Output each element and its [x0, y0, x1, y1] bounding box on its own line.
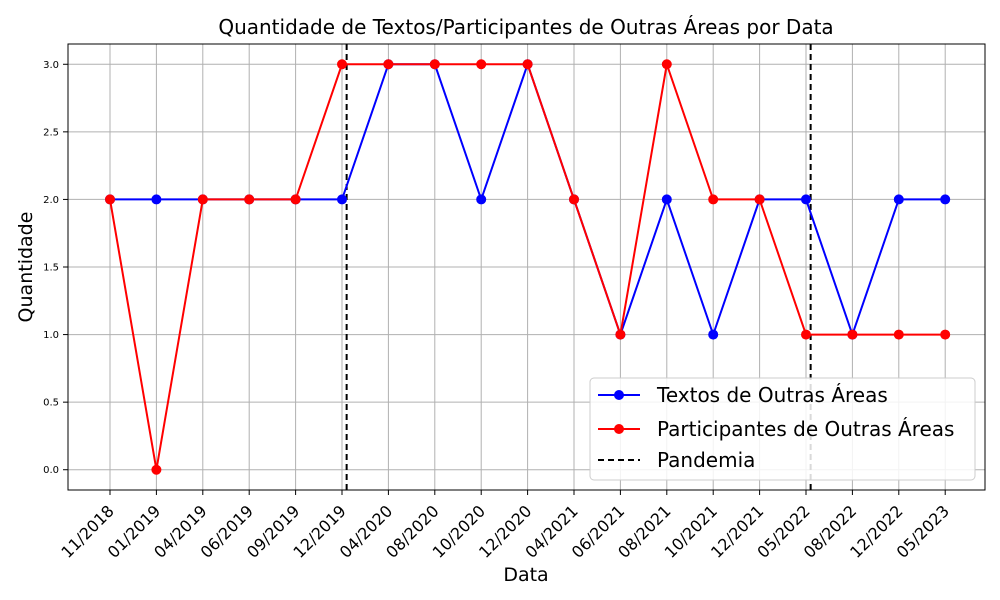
legend-marker-participantes [614, 424, 624, 434]
y-tick-label: 1.5 [43, 263, 59, 274]
data-point [197, 194, 208, 205]
legend-label-pandemia: Pandemia [657, 448, 755, 472]
y-tick-label: 2.5 [43, 127, 59, 138]
series-1 [105, 59, 951, 475]
data-point [801, 194, 811, 205]
y-tick-label: 1.0 [43, 330, 59, 341]
data-point [940, 329, 951, 340]
x-axis-label: Data [503, 564, 548, 586]
data-point [940, 194, 951, 205]
data-point [615, 329, 626, 340]
data-point [244, 194, 255, 205]
y-tick-label: 0.0 [43, 465, 59, 476]
legend-label-textos: Textos de Outras Áreas [656, 383, 888, 407]
data-point [847, 329, 858, 340]
y-ticks: 0.0 0.5 1.0 1.5 2.0 2.5 3.0 [43, 60, 68, 476]
data-point [569, 194, 579, 205]
y-tick-label: 2.0 [43, 195, 59, 206]
legend-label-participantes: Participantes de Outras Áreas [657, 417, 954, 441]
data-point [383, 59, 394, 70]
data-point [429, 59, 440, 70]
data-point [337, 194, 347, 205]
series-layer [105, 59, 951, 475]
data-point [522, 59, 533, 70]
data-point [754, 194, 765, 205]
data-point [151, 194, 162, 205]
data-point [893, 194, 904, 205]
data-point [476, 194, 487, 205]
y-tick-label: 3.0 [43, 60, 59, 71]
data-point [337, 59, 347, 70]
legend: Textos de Outras Áreas Participantes de … [589, 377, 976, 481]
data-point [151, 464, 162, 475]
data-point [893, 329, 904, 340]
data-point [661, 194, 672, 205]
data-point [105, 194, 115, 205]
data-point [476, 59, 487, 70]
legend-box [589, 377, 976, 481]
data-point [661, 59, 672, 70]
data-point [290, 194, 301, 205]
legend-marker-textos [614, 390, 624, 400]
data-point [708, 194, 719, 205]
data-point [708, 329, 719, 340]
chart-title: Quantidade de Textos/Participantes de Ou… [218, 15, 833, 39]
y-tick-label: 0.5 [43, 398, 59, 409]
y-axis-label: Quantidade [15, 212, 37, 323]
data-point [801, 329, 811, 340]
